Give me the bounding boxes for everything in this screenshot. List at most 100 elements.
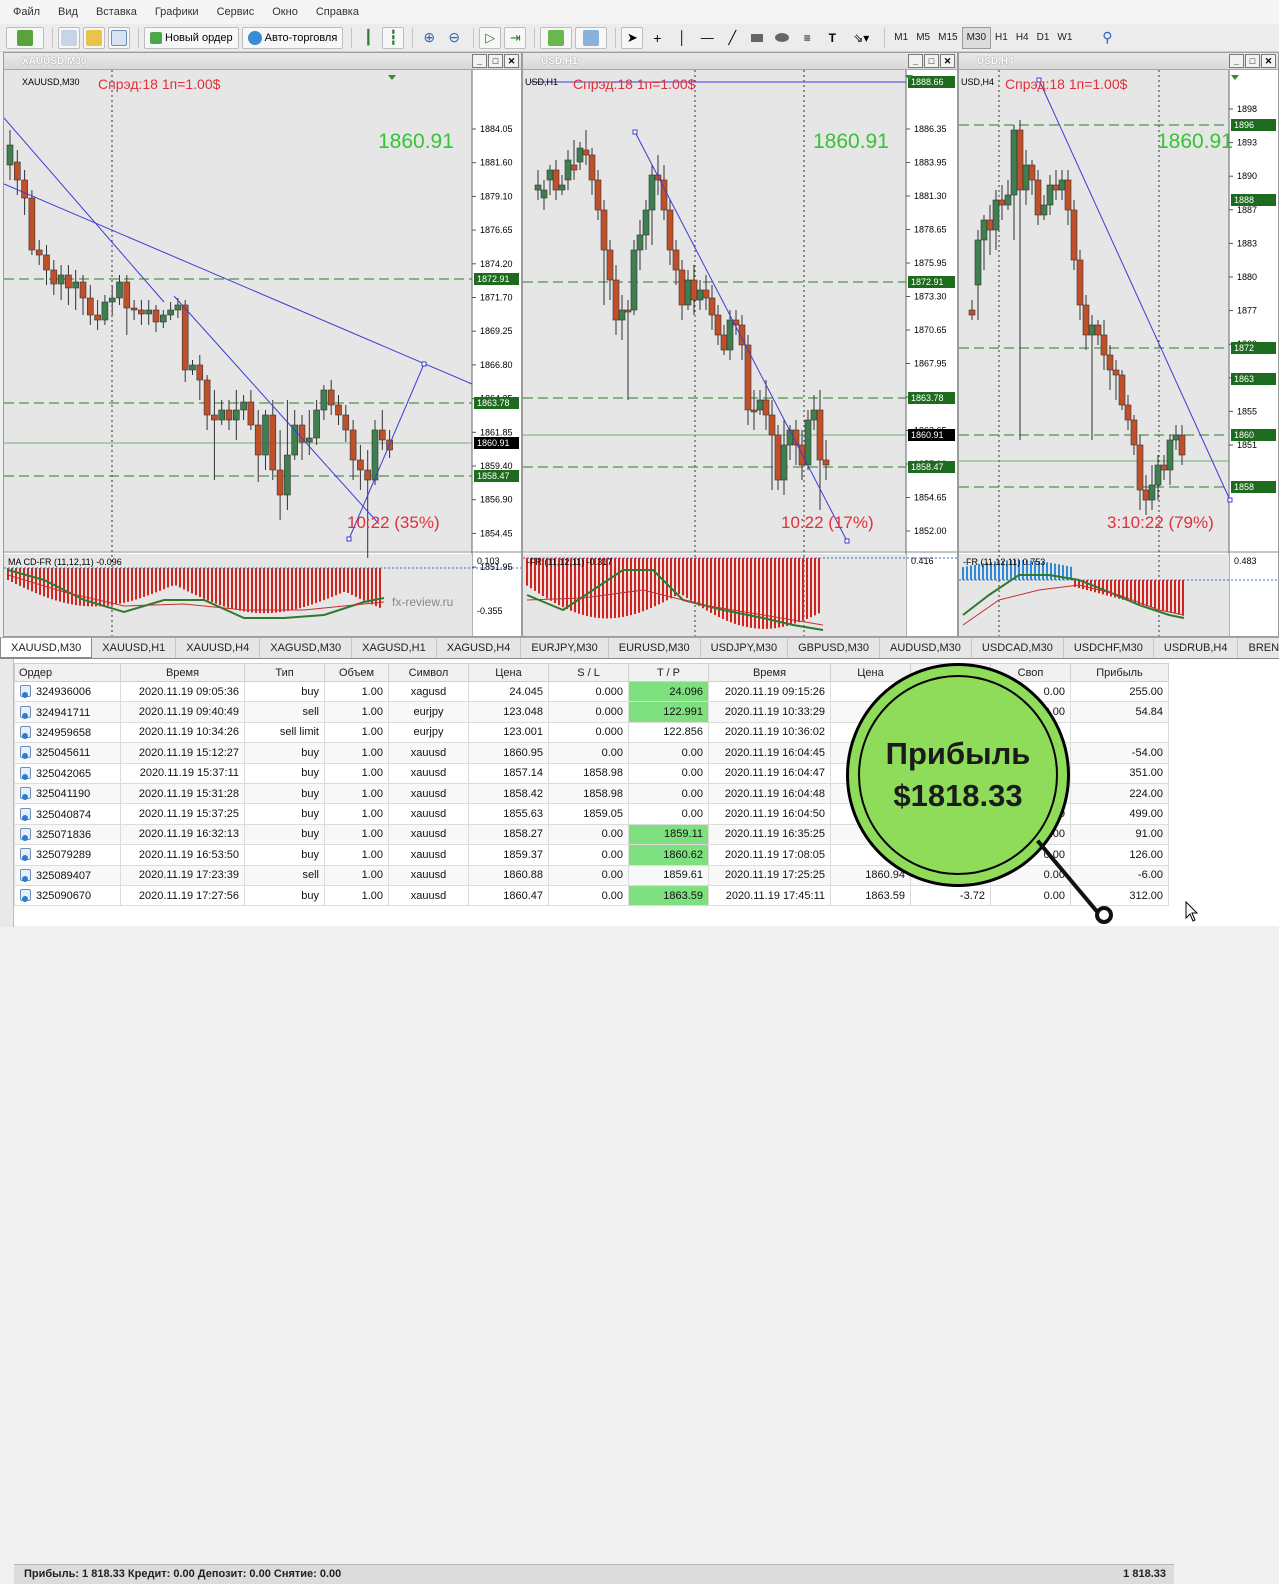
table-row[interactable]: 324936006 2020.11.19 09:05:36 buy 1.00 xagus…: [14, 680, 1169, 703]
chart-tab[interactable]: XAUUSD,H4: [176, 638, 261, 658]
maximize-button[interactable]: □: [924, 54, 939, 68]
chart-window-h1[interactable]: USD,H1 _ □ ✕ USD,H1 Спрэд:18 1п=1.00$ 1860.9…: [522, 52, 958, 637]
cell-time: 2020.11.19 16:32:13: [120, 823, 245, 846]
navigator-button[interactable]: [108, 26, 130, 49]
market-watch-button[interactable]: [83, 26, 105, 49]
bar-chart-button[interactable]: ┃: [357, 27, 379, 49]
maximize-button[interactable]: □: [488, 54, 503, 68]
chart-tab[interactable]: XAUUSD,M30: [0, 638, 93, 658]
close-button[interactable]: ✕: [1261, 54, 1276, 68]
new-order-button[interactable]: Новый ордер: [144, 26, 239, 49]
chart-tab[interactable]: XAGUSD,M30: [260, 638, 353, 658]
price-marker-label: 1863: [1234, 374, 1254, 384]
close-button[interactable]: ✕: [940, 54, 955, 68]
close-button[interactable]: ✕: [504, 54, 519, 68]
horizontal-line-button[interactable]: —: [696, 27, 718, 49]
indicator-label: MA CD-FR (11,12,11) -0.096: [8, 557, 122, 567]
menu-item[interactable]: Вид: [58, 6, 78, 18]
column-header[interactable]: Время: [120, 663, 245, 682]
minimize-button[interactable]: _: [472, 54, 487, 68]
zoom-in-button[interactable]: ⊕: [418, 27, 440, 49]
column-header[interactable]: S / L: [548, 663, 629, 682]
crosshair-button[interactable]: +: [646, 27, 668, 49]
cell-sym: xauusd: [388, 742, 469, 764]
cell-price: 1860.95: [468, 742, 549, 764]
menu-item[interactable]: Файл: [13, 6, 41, 18]
search-button[interactable]: ⚲: [1096, 27, 1118, 49]
arrows-tool-button[interactable]: ⇘▾: [846, 27, 876, 49]
chart-tab[interactable]: AUDUSD,M30: [880, 638, 972, 658]
chart-tab[interactable]: USDRUB,H4: [1154, 638, 1239, 658]
chart-window-xauusd-m30[interactable]: XAUUSD,M30 _ □ ✕ XAUUSD,M30 Спрэд:18 1п=1.0…: [3, 52, 522, 637]
column-header[interactable]: Цена: [830, 663, 911, 682]
watermark: fx-review.ru: [392, 595, 453, 609]
chart-tab[interactable]: XAGUSD,H1: [352, 638, 437, 658]
column-header[interactable]: Символ: [388, 663, 469, 682]
chart-tab[interactable]: EURUSD,M30: [609, 638, 701, 658]
chart-tab[interactable]: USDCAD,M30: [972, 638, 1064, 658]
timeframe-m5[interactable]: M5: [916, 32, 931, 43]
candle-body: [1130, 419, 1138, 446]
chart-canvas[interactable]: XAUUSD,M30 Спрэд:18 1п=1.00$ 1860.91 10:22 …: [4, 70, 521, 636]
text-tool-button[interactable]: T: [821, 27, 843, 49]
chart-symbol-label: USD,H1: [525, 77, 558, 87]
chart-tab[interactable]: USDJPY,M30: [701, 638, 789, 658]
chart-tab[interactable]: XAGUSD,H4: [437, 638, 522, 658]
timeframe-m15[interactable]: M15: [938, 32, 958, 43]
cursor-tool-button[interactable]: ➤: [621, 26, 644, 49]
column-header[interactable]: Тип: [244, 663, 325, 682]
price-tick-label: 1851: [1237, 440, 1257, 450]
timeframe-h1[interactable]: H1: [995, 32, 1008, 43]
cell-tp: 1860.62: [628, 844, 709, 866]
ellipse-button[interactable]: [771, 27, 793, 49]
menu-item[interactable]: Графики: [154, 6, 199, 18]
chart-tab[interactable]: GBPUSD,M30: [788, 638, 881, 658]
timeframe-w1[interactable]: W1: [1057, 32, 1073, 43]
chart-tab[interactable]: BRENT,M: [1238, 638, 1279, 658]
candle-body: [1076, 259, 1084, 306]
candle-body: [642, 209, 650, 236]
minimize-button[interactable]: _: [1229, 54, 1244, 68]
chart-tab[interactable]: XAUUSD,H1: [92, 638, 177, 658]
indicators-button[interactable]: [540, 26, 573, 49]
column-header[interactable]: Цена: [468, 663, 549, 682]
column-header[interactable]: Ордер: [14, 663, 121, 682]
chart-tab[interactable]: EURJPY,M30: [521, 638, 609, 658]
table-row[interactable]: 325090670 2020.11.19 17:27:56 buy 1.00 xauus…: [14, 884, 1169, 907]
column-header[interactable]: T / P: [628, 663, 709, 682]
autoscroll-button[interactable]: ▷: [479, 26, 502, 49]
column-header[interactable]: Объем: [324, 663, 389, 682]
zoom-out-button[interactable]: ⊖: [443, 27, 465, 49]
chart-window-h4[interactable]: USD,H4 _ □ ✕ USD,H4 Спрэд:18 1п=1.00$ 1860.9…: [958, 52, 1279, 637]
trendline-button[interactable]: ╱: [721, 27, 743, 49]
price-marker-label: 1860: [1234, 430, 1254, 440]
minimize-button[interactable]: _: [908, 54, 923, 68]
auto-trading-button[interactable]: Авто-торговля: [241, 26, 344, 49]
auto-trading-label: Авто-торговля: [264, 31, 338, 44]
menu-item[interactable]: Вставка: [95, 6, 137, 18]
timeframe-h4[interactable]: H4: [1015, 32, 1029, 43]
candle-body: [690, 279, 698, 301]
fibonacci-button[interactable]: ≡: [796, 27, 818, 49]
periods-button[interactable]: [575, 26, 608, 49]
cell-price: 123.048: [468, 701, 549, 723]
chart-shift-button[interactable]: ⇥: [504, 26, 527, 49]
chart-canvas[interactable]: USD,H4 Спрэд:18 1п=1.00$ 1860.91 3:10:22 (7…: [959, 70, 1278, 636]
maximize-button[interactable]: □: [1245, 54, 1260, 68]
menu-item[interactable]: Окно: [272, 6, 298, 18]
candlestick-button[interactable]: ┇: [382, 26, 405, 49]
column-header[interactable]: Время: [708, 663, 831, 682]
chart-canvas[interactable]: USD,H1 Спрэд:18 1п=1.00$ 1860.91 10:22 (17%…: [523, 70, 957, 636]
menu-item[interactable]: Сервис: [216, 6, 255, 18]
menu-item[interactable]: Справка: [315, 6, 359, 18]
new-chart-button[interactable]: [6, 26, 44, 49]
profiles-button[interactable]: [58, 26, 80, 49]
timeframe-d1[interactable]: D1: [1036, 32, 1050, 43]
column-header[interactable]: Прибыль: [1070, 663, 1169, 682]
timeframe-m30[interactable]: M30: [961, 26, 992, 49]
candle-body: [974, 239, 982, 286]
chart-tab[interactable]: USDCHF,M30: [1064, 638, 1154, 658]
timeframe-m1[interactable]: M1: [894, 32, 909, 43]
vertical-line-button[interactable]: │: [671, 27, 693, 49]
rectangle-button[interactable]: [746, 27, 768, 49]
